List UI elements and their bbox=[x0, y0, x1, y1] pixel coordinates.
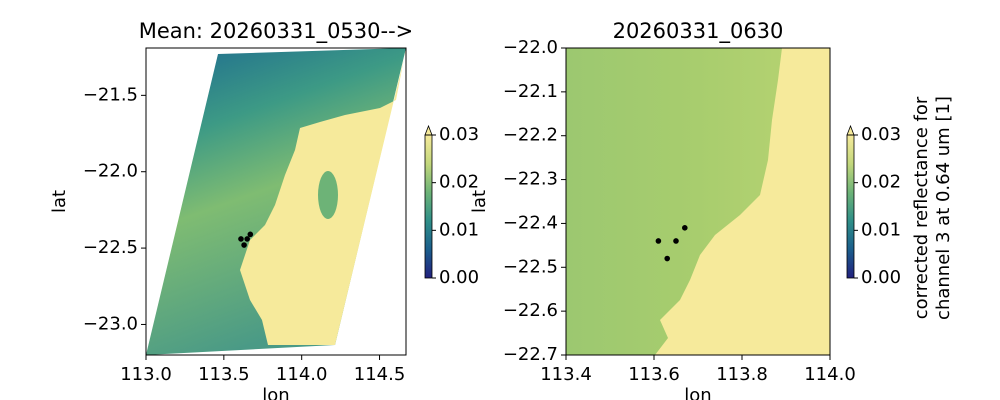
x-tick-label: 113.6 bbox=[628, 364, 680, 385]
colorbar-tick-label: 0.01 bbox=[861, 219, 901, 240]
y-tick-label: −22.5 bbox=[83, 237, 138, 258]
zoom-image bbox=[566, 48, 830, 355]
point bbox=[655, 238, 662, 244]
axes-frame bbox=[565, 47, 831, 356]
x-tick-label: 114.5 bbox=[354, 364, 406, 385]
colorbar-frame bbox=[846, 134, 855, 279]
x-axis-label: lon bbox=[262, 385, 289, 400]
y-tick-label: −23.0 bbox=[83, 313, 138, 334]
colorbar bbox=[425, 135, 432, 278]
panel-title: Mean: 20260331_0530--> bbox=[139, 19, 414, 44]
point bbox=[244, 236, 250, 242]
point bbox=[673, 238, 679, 244]
y-tick-label: −22.6 bbox=[503, 300, 558, 321]
colorbar-tick-label: 0.00 bbox=[861, 267, 901, 288]
point bbox=[241, 242, 247, 248]
y-tick-label: −22.3 bbox=[503, 169, 558, 190]
y-tick-label: −22.2 bbox=[503, 125, 558, 146]
colorbar-tick-label: 0.02 bbox=[439, 172, 479, 193]
y-tick-label: −22.0 bbox=[83, 161, 138, 182]
colorbar-label: channel 3 at 0.64 um [1] bbox=[933, 96, 954, 320]
y-tick-label: −22.5 bbox=[503, 256, 558, 277]
y-tick-label: −22.0 bbox=[503, 37, 558, 58]
x-tick-label: 113.0 bbox=[120, 364, 172, 385]
y-tick-label: −22.1 bbox=[503, 81, 558, 102]
colorbar bbox=[847, 135, 854, 278]
colorbar-extend bbox=[424, 124, 433, 136]
colorbar-tick-label: 0.03 bbox=[861, 124, 901, 145]
y-tick-label: −22.7 bbox=[503, 344, 558, 365]
colorbar-tick-label: 0.00 bbox=[439, 267, 479, 288]
colorbar-extend bbox=[846, 124, 855, 136]
colorbar-tick-label: 0.02 bbox=[861, 172, 901, 193]
axes-frame bbox=[145, 47, 407, 356]
y-tick-label: −21.5 bbox=[83, 84, 138, 105]
y-axis-label: lat bbox=[469, 190, 490, 213]
y-tick-label: −22.4 bbox=[503, 212, 558, 233]
colorbar-tick-label: 0.03 bbox=[439, 124, 479, 145]
point bbox=[664, 255, 670, 262]
x-tick-label: 113.4 bbox=[540, 364, 592, 385]
panel-title: 20260331_0630 bbox=[613, 19, 784, 44]
swath-image bbox=[146, 48, 406, 355]
point bbox=[238, 236, 244, 242]
x-tick-label: 113.5 bbox=[198, 364, 250, 385]
x-tick-label: 113.8 bbox=[716, 364, 768, 385]
colorbar-tick-label: 0.01 bbox=[439, 219, 479, 240]
x-axis-label: lon bbox=[684, 385, 711, 400]
y-axis-label: lat bbox=[49, 190, 70, 213]
colorbar-label: corrected reflectance for bbox=[911, 96, 932, 319]
x-tick-label: 114.0 bbox=[804, 364, 856, 385]
point bbox=[682, 225, 688, 231]
colorbar-frame bbox=[424, 134, 433, 279]
point bbox=[247, 231, 254, 238]
x-tick-label: 114.0 bbox=[276, 364, 328, 385]
